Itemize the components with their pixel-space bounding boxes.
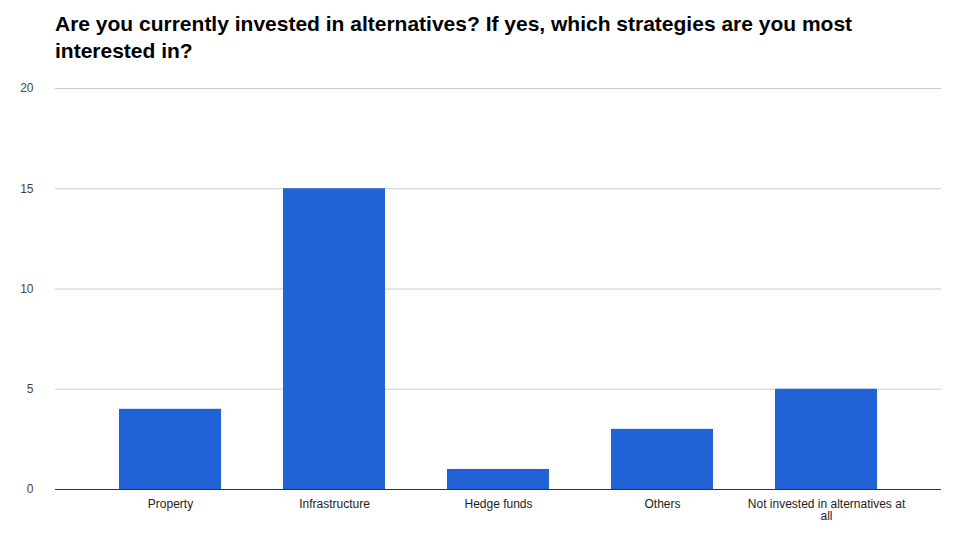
svg-text:20: 20 <box>20 81 34 95</box>
svg-text:Not invested in alternatives a: Not invested in alternatives atall <box>748 497 906 523</box>
svg-text:5: 5 <box>27 382 34 396</box>
svg-text:0: 0 <box>27 482 34 496</box>
svg-text:Infrastructure: Infrastructure <box>299 497 370 511</box>
svg-text:15: 15 <box>20 182 34 196</box>
svg-text:Hedge funds: Hedge funds <box>464 497 532 511</box>
svg-text:Property: Property <box>148 497 193 511</box>
svg-text:Others: Others <box>644 497 680 511</box>
svg-text:10: 10 <box>20 282 34 296</box>
html-text:Are you currently invested in: Are you currently invested in alternativ… <box>55 12 853 62</box>
